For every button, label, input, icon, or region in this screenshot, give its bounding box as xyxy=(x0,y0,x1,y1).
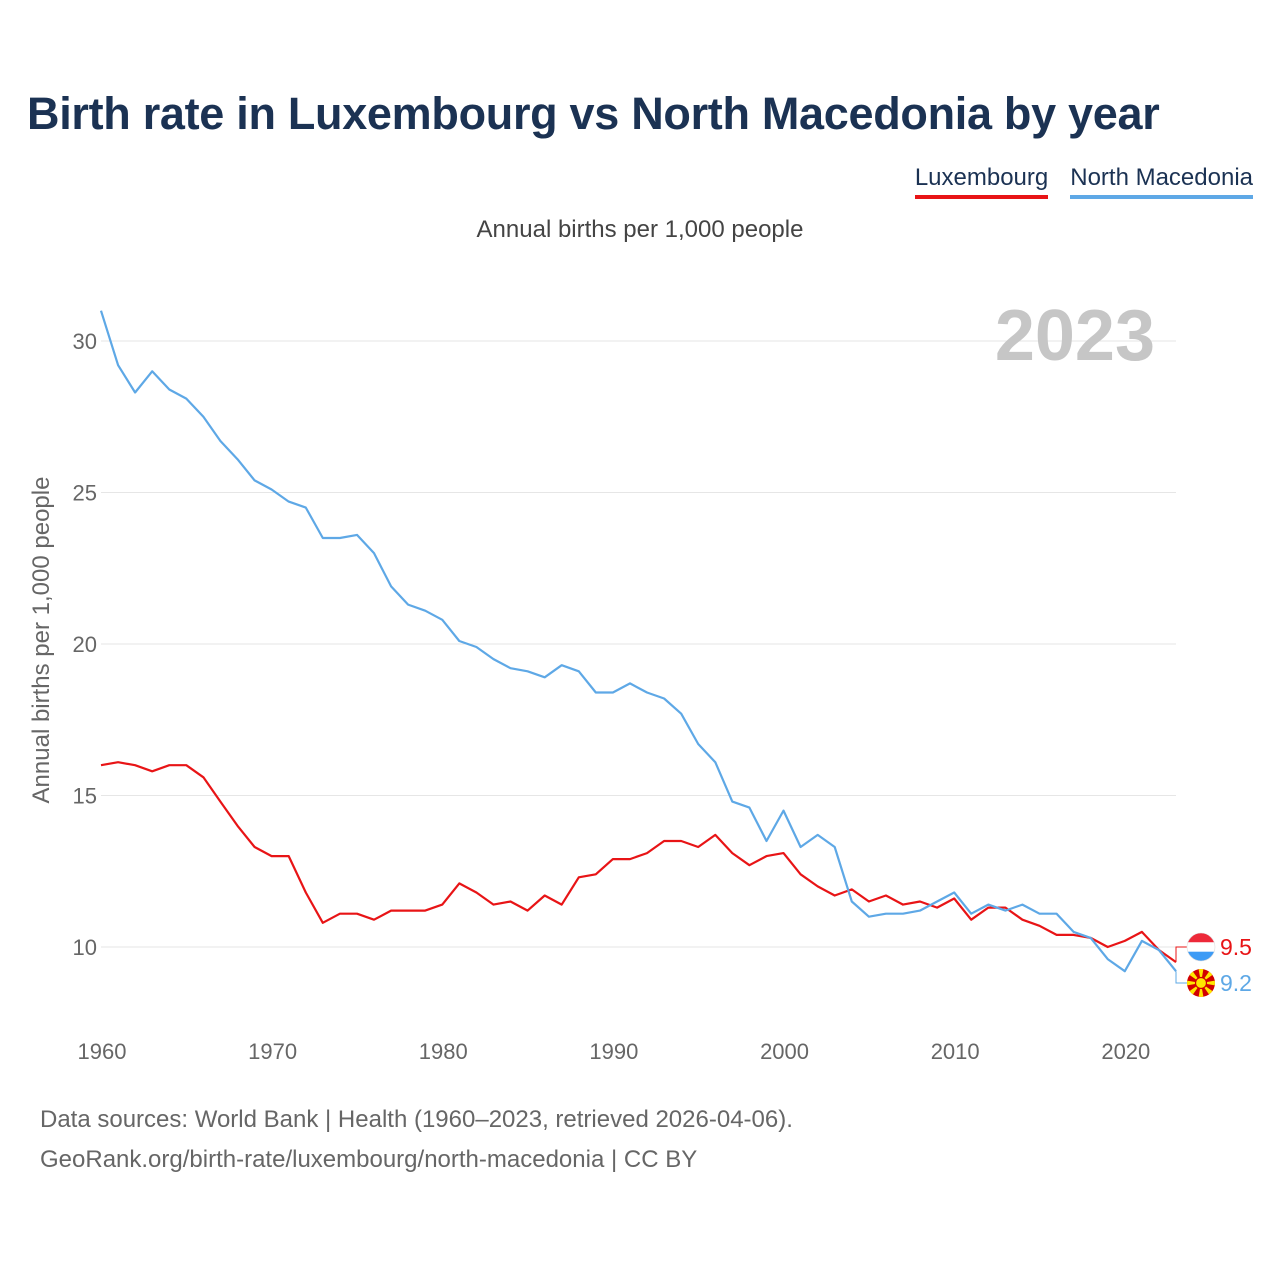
luxembourg-flag-icon xyxy=(1187,933,1215,961)
x-tick-label: 2010 xyxy=(931,1039,980,1064)
year-watermark: 2023 xyxy=(995,296,1155,376)
legend-item-north-macedonia[interactable]: North Macedonia xyxy=(1070,164,1253,199)
series-line-luxembourg[interactable] xyxy=(100,761,1177,963)
chart-title: Birth rate in Luxembourg vs North Macedo… xyxy=(27,88,1160,139)
x-tick-label: 2000 xyxy=(760,1039,809,1064)
x-tick-label: 1960 xyxy=(78,1039,127,1064)
x-tick-label: 1970 xyxy=(248,1039,297,1064)
y-tick-label: 25 xyxy=(73,481,97,506)
legend-item-luxembourg[interactable]: Luxembourg xyxy=(914,164,1049,199)
x-tick-label: 2020 xyxy=(1101,1039,1150,1064)
series-line-north-macedonia[interactable] xyxy=(99,310,1177,973)
x-tick-label: 1990 xyxy=(589,1039,638,1064)
end-label-luxembourg: 9.5 xyxy=(1220,934,1252,960)
source-url[interactable]: GeoRank.org/birth-rate/luxembourg/north-… xyxy=(40,1146,698,1173)
chart-subtitle: Annual births per 1,000 people xyxy=(476,216,804,243)
y-tick-label: 10 xyxy=(73,935,97,960)
y-tick-label: 30 xyxy=(73,329,97,354)
y-tick-label: 15 xyxy=(73,784,97,809)
y-tick-label: 20 xyxy=(73,632,97,657)
x-tick-label: 1980 xyxy=(419,1039,468,1064)
end-label-north-macedonia: 9.2 xyxy=(1220,970,1252,996)
north-macedonia-flag-icon xyxy=(1187,969,1215,997)
leader-line-north-macedonia xyxy=(1175,971,1187,984)
leader-line-luxembourg xyxy=(1175,946,1187,963)
data-sources-note: Data sources: World Bank | Health (1960–… xyxy=(40,1106,793,1133)
legend: Luxembourg North Macedonia xyxy=(914,164,1253,199)
